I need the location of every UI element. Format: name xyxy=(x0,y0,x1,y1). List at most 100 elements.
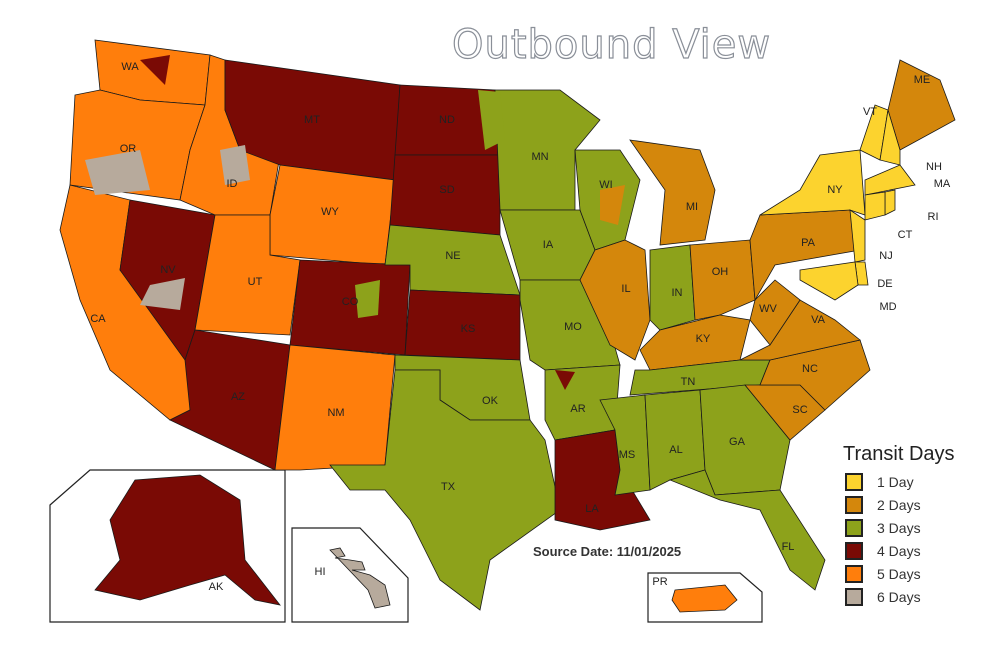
state-fl[interactable] xyxy=(668,469,826,591)
state-label-mn: MN xyxy=(531,151,548,163)
state-label-nm: NM xyxy=(327,407,344,419)
legend-label: 3 Days xyxy=(877,519,921,536)
state-label-az: AZ xyxy=(231,391,245,403)
state-label-pr: PR xyxy=(652,576,667,588)
legend-swatch xyxy=(845,518,863,537)
legend-swatch xyxy=(845,541,863,560)
legend-swatch xyxy=(845,587,863,606)
legend-swatch xyxy=(845,564,863,583)
state-label-nc: NC xyxy=(802,363,818,375)
legend-label: 1 Day xyxy=(877,473,914,490)
hawaii-inset-frame xyxy=(291,527,409,623)
state-label-ia: IA xyxy=(543,239,554,251)
state-label-id: ID xyxy=(227,178,238,190)
state-label-wa: WA xyxy=(121,61,139,73)
legend-item: 6 Days xyxy=(845,585,955,608)
state-label-ct: CT xyxy=(898,229,913,241)
legend-item: 4 Days xyxy=(845,539,955,562)
legend-swatch xyxy=(845,495,863,514)
state-ct[interactable] xyxy=(864,191,886,221)
state-label-la: LA xyxy=(585,503,599,515)
legend-item: 5 Days xyxy=(845,562,955,585)
transit-zone-patch xyxy=(140,55,170,85)
state-label-ks: KS xyxy=(461,323,476,335)
state-ny[interactable] xyxy=(759,149,866,216)
state-label-ri: RI xyxy=(928,211,939,223)
state-label-wy: WY xyxy=(321,206,339,218)
state-label-sc: SC xyxy=(792,404,807,416)
state-label-ne: NE xyxy=(445,250,460,262)
legend-label: 5 Days xyxy=(877,565,921,582)
state-label-ok: OK xyxy=(482,395,499,407)
state-label-in: IN xyxy=(672,287,683,299)
source-date: Source Date: 11/01/2025 xyxy=(533,544,682,559)
legend-item: 1 Day xyxy=(845,470,955,493)
legend-label: 4 Days xyxy=(877,542,921,559)
state-label-ma: MA xyxy=(934,178,951,190)
state-hi[interactable] xyxy=(329,547,391,609)
state-nj[interactable] xyxy=(849,209,866,263)
state-label-il: IL xyxy=(621,283,630,295)
state-tx[interactable] xyxy=(329,369,561,611)
state-label-ar: AR xyxy=(570,403,585,415)
state-ma[interactable] xyxy=(864,164,916,196)
state-label-ny: NY xyxy=(827,184,843,196)
state-md[interactable] xyxy=(799,261,859,301)
state-label-ak: AK xyxy=(209,581,224,593)
state-label-sd: SD xyxy=(439,184,454,196)
state-label-md: MD xyxy=(879,301,896,313)
state-label-nv: NV xyxy=(160,264,176,276)
state-label-pa: PA xyxy=(801,237,816,249)
transit-zone-patch xyxy=(355,280,380,318)
state-label-nd: ND xyxy=(439,114,455,126)
state-label-tx: TX xyxy=(441,481,456,493)
legend-swatch xyxy=(845,472,863,491)
state-label-ga: GA xyxy=(729,436,746,448)
transit-zone-patch xyxy=(600,185,625,225)
transit-zone-patch xyxy=(220,145,250,185)
state-label-nj: NJ xyxy=(879,250,892,262)
state-label-co: CO xyxy=(342,296,359,308)
transit-zone-patch xyxy=(478,90,505,150)
state-oh[interactable] xyxy=(689,239,756,321)
state-wv[interactable] xyxy=(749,279,801,346)
state-in[interactable] xyxy=(649,244,696,331)
legend-label: 2 Days xyxy=(877,496,921,513)
state-label-wv: WV xyxy=(759,303,777,315)
state-label-ca: CA xyxy=(90,313,106,325)
state-label-me: ME xyxy=(914,74,931,86)
transit-zone-patch xyxy=(85,150,150,195)
legend-item: 3 Days xyxy=(845,516,955,539)
state-label-fl: FL xyxy=(782,541,795,553)
state-label-va: VA xyxy=(811,314,826,326)
state-wy[interactable] xyxy=(269,164,396,266)
state-label-hi: HI xyxy=(315,566,326,578)
state-il[interactable] xyxy=(579,239,651,361)
legend-label: 6 Days xyxy=(877,588,921,605)
state-ak[interactable] xyxy=(94,474,281,606)
state-ri[interactable] xyxy=(884,189,896,216)
state-nh[interactable] xyxy=(879,109,901,166)
state-label-ut: UT xyxy=(248,276,263,288)
state-label-mt: MT xyxy=(304,114,320,126)
transit-zone-patch xyxy=(555,370,575,390)
legend: Transit Days 1 Day 2 Days 3 Days 4 Days 5 Da… xyxy=(843,443,955,608)
state-label-mi: MI xyxy=(686,201,698,213)
state-label-tn: TN xyxy=(681,376,696,388)
state-label-nh: NH xyxy=(926,161,942,173)
state-pr[interactable] xyxy=(671,584,738,613)
legend-title: Transit Days xyxy=(843,443,955,465)
transit-zone-patch xyxy=(140,278,185,310)
state-label-al: AL xyxy=(669,444,682,456)
state-label-ms: MS xyxy=(619,449,636,461)
state-label-mo: MO xyxy=(564,321,582,333)
state-label-vt: VT xyxy=(863,106,877,118)
state-label-ky: KY xyxy=(696,333,711,345)
state-mi[interactable] xyxy=(629,139,716,246)
legend-item: 2 Days xyxy=(845,493,955,516)
state-label-wi: WI xyxy=(599,179,612,191)
state-label-de: DE xyxy=(877,278,892,290)
state-label-or: OR xyxy=(120,143,137,155)
